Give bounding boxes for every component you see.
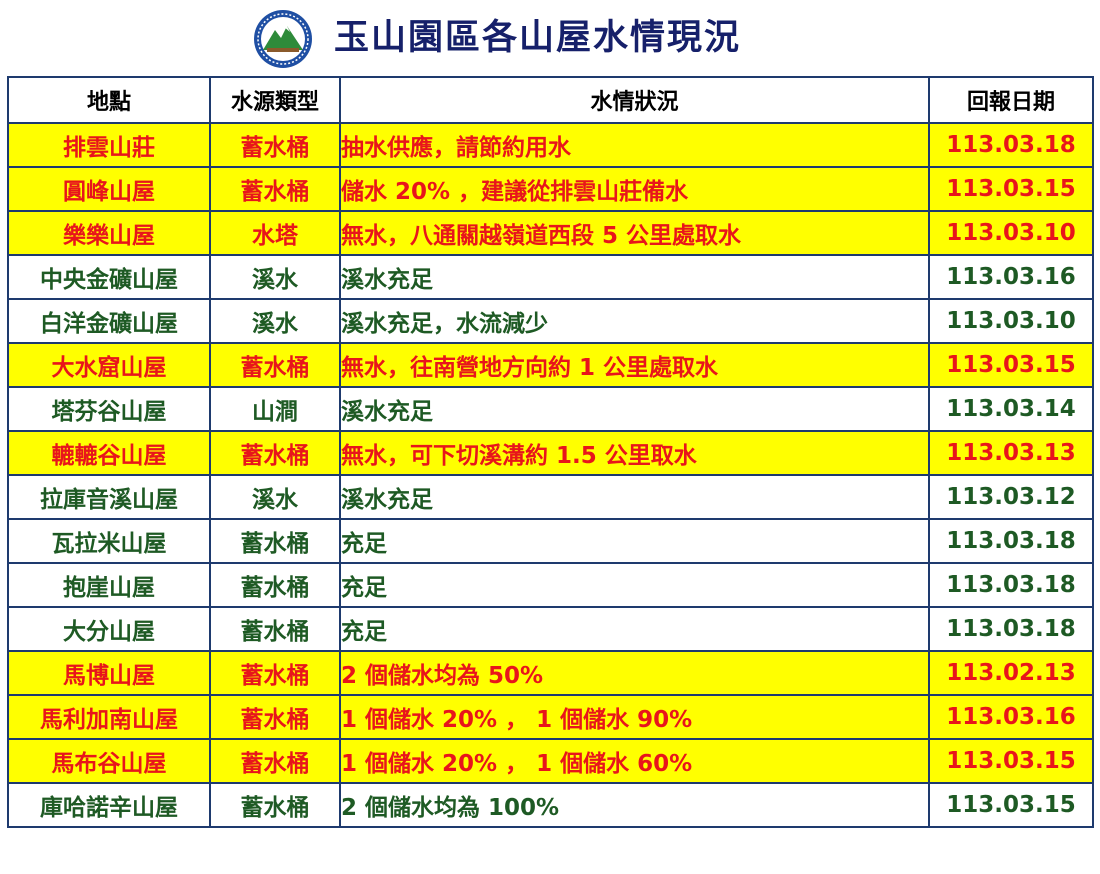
cell-location: 抱崖山屋 (7, 562, 211, 608)
page-header: 玉山園區各山屋水情現況 (0, 0, 1100, 76)
cell-date: 113.03.18 (928, 562, 1094, 608)
cell-status: 儲水 20% ，建議從排雲山莊備水 (339, 166, 930, 212)
table-row: 拉庫音溪山屋 溪水 溪水充足 113.03.12 (7, 474, 1094, 520)
cell-source: 蓄水桶 (209, 606, 341, 652)
table-row: 庫哈諾辛山屋 蓄水桶 2 個儲水均為 100% 113.03.15 (7, 782, 1094, 828)
cell-location: 塔芬谷山屋 (7, 386, 211, 432)
table-row: 馬利加南山屋 蓄水桶 1 個儲水 20% ， 1 個儲水 90% 113.03.16 (7, 694, 1094, 740)
cell-location: 馬布谷山屋 (7, 738, 211, 784)
cell-source: 水塔 (209, 210, 341, 256)
cell-location: 白洋金礦山屋 (7, 298, 211, 344)
table-row: 轆轆谷山屋 蓄水桶 無水，可下切溪溝約 1.5 公里取水 113.03.13 (7, 430, 1094, 476)
cell-status: 無水，八通關越嶺道西段 5 公里處取水 (339, 210, 930, 256)
cell-status: 充足 (339, 518, 930, 564)
cell-location: 瓦拉米山屋 (7, 518, 211, 564)
table-header-row: 地點 水源類型 水情狀況 回報日期 (7, 76, 1094, 124)
cell-source: 蓄水桶 (209, 650, 341, 696)
table-row: 排雲山莊 蓄水桶 抽水供應，請節約用水 113.03.18 (7, 122, 1094, 168)
cell-status: 溪水充足 (339, 474, 930, 520)
cell-location: 庫哈諾辛山屋 (7, 782, 211, 828)
cell-location: 圓峰山屋 (7, 166, 211, 212)
cell-date: 113.03.16 (928, 694, 1094, 740)
yushan-national-park-emblem-icon (254, 10, 312, 68)
cell-location: 大分山屋 (7, 606, 211, 652)
cell-date: 113.03.15 (928, 738, 1094, 784)
cell-date: 113.03.14 (928, 386, 1094, 432)
cell-location: 排雲山莊 (7, 122, 211, 168)
cell-date: 113.03.13 (928, 430, 1094, 476)
cell-date: 113.03.18 (928, 606, 1094, 652)
page-title: 玉山園區各山屋水情現況 (334, 18, 742, 58)
cell-source: 溪水 (209, 298, 341, 344)
cell-source: 蓄水桶 (209, 738, 341, 784)
cell-status: 溪水充足 (339, 386, 930, 432)
cell-status: 充足 (339, 606, 930, 652)
cell-location: 轆轆谷山屋 (7, 430, 211, 476)
cell-status: 抽水供應，請節約用水 (339, 122, 930, 168)
cell-source: 蓄水桶 (209, 518, 341, 564)
cell-date: 113.03.15 (928, 342, 1094, 388)
table-row: 馬布谷山屋 蓄水桶 1 個儲水 20% ， 1 個儲水 60% 113.03.15 (7, 738, 1094, 784)
cell-date: 113.03.18 (928, 518, 1094, 564)
cell-source: 溪水 (209, 474, 341, 520)
table-row: 塔芬谷山屋 山澗 溪水充足 113.03.14 (7, 386, 1094, 432)
table-row: 樂樂山屋 水塔 無水，八通關越嶺道西段 5 公里處取水 113.03.10 (7, 210, 1094, 256)
cell-source: 蓄水桶 (209, 430, 341, 476)
cell-location: 馬博山屋 (7, 650, 211, 696)
cell-date: 113.03.10 (928, 298, 1094, 344)
table-row: 圓峰山屋 蓄水桶 儲水 20% ，建議從排雲山莊備水 113.03.15 (7, 166, 1094, 212)
table-row: 抱崖山屋 蓄水桶 充足 113.03.18 (7, 562, 1094, 608)
table-row: 大分山屋 蓄水桶 充足 113.03.18 (7, 606, 1094, 652)
cell-status: 1 個儲水 20% ， 1 個儲水 90% (339, 694, 930, 740)
cell-source: 蓄水桶 (209, 342, 341, 388)
cell-date: 113.02.13 (928, 650, 1094, 696)
header-status: 水情狀況 (339, 76, 930, 124)
cell-date: 113.03.15 (928, 782, 1094, 828)
cell-date: 113.03.15 (928, 166, 1094, 212)
table-row: 白洋金礦山屋 溪水 溪水充足，水流減少 113.03.10 (7, 298, 1094, 344)
cell-location: 大水窟山屋 (7, 342, 211, 388)
cell-source: 蓄水桶 (209, 694, 341, 740)
cell-status: 溪水充足 (339, 254, 930, 300)
cell-status: 充足 (339, 562, 930, 608)
header-source: 水源類型 (209, 76, 341, 124)
water-status-table: 地點 水源類型 水情狀況 回報日期 排雲山莊 蓄水桶 抽水供應，請節約用水 113.0… (7, 76, 1094, 828)
cell-date: 113.03.18 (928, 122, 1094, 168)
table-row: 中央金礦山屋 溪水 溪水充足 113.03.16 (7, 254, 1094, 300)
table-row: 馬博山屋 蓄水桶 2 個儲水均為 50% 113.02.13 (7, 650, 1094, 696)
cell-status: 2 個儲水均為 50% (339, 650, 930, 696)
cell-location: 樂樂山屋 (7, 210, 211, 256)
cell-status: 溪水充足，水流減少 (339, 298, 930, 344)
cell-status: 無水，可下切溪溝約 1.5 公里取水 (339, 430, 930, 476)
header-location: 地點 (7, 76, 211, 124)
cell-status: 無水，往南營地方向約 1 公里處取水 (339, 342, 930, 388)
cell-source: 蓄水桶 (209, 166, 341, 212)
cell-source: 山澗 (209, 386, 341, 432)
cell-location: 拉庫音溪山屋 (7, 474, 211, 520)
cell-location: 中央金礦山屋 (7, 254, 211, 300)
cell-date: 113.03.12 (928, 474, 1094, 520)
cell-status: 1 個儲水 20% ， 1 個儲水 60% (339, 738, 930, 784)
cell-status: 2 個儲水均為 100% (339, 782, 930, 828)
table-row: 大水窟山屋 蓄水桶 無水，往南營地方向約 1 公里處取水 113.03.15 (7, 342, 1094, 388)
header-date: 回報日期 (928, 76, 1094, 124)
cell-location: 馬利加南山屋 (7, 694, 211, 740)
cell-source: 蓄水桶 (209, 122, 341, 168)
cell-source: 蓄水桶 (209, 562, 341, 608)
cell-source: 蓄水桶 (209, 782, 341, 828)
table-row: 瓦拉米山屋 蓄水桶 充足 113.03.18 (7, 518, 1094, 564)
cell-source: 溪水 (209, 254, 341, 300)
cell-date: 113.03.16 (928, 254, 1094, 300)
cell-date: 113.03.10 (928, 210, 1094, 256)
